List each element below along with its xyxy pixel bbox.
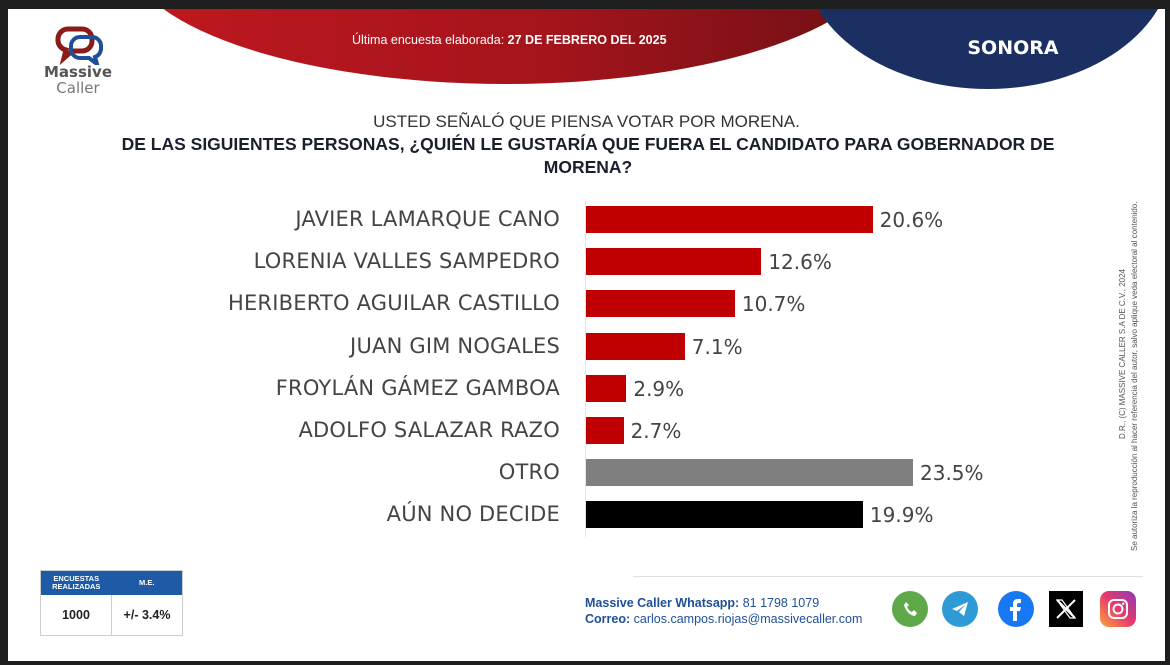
survey-date-line: Última encuesta elaborada: 27 DE FEBRERO… <box>352 33 667 47</box>
value-label: 20.6% <box>879 208 944 232</box>
category-label: AÚN NO DECIDE <box>386 502 560 527</box>
email-address[interactable]: carlos.campos.riojas@massivecaller.com <box>633 612 863 626</box>
reproduction-notice: Se autoriza la reproducción al hacer ref… <box>1130 201 1139 551</box>
value-label: 10.7% <box>741 292 806 317</box>
category-label: ADOLFO SALAZAR RAZO <box>298 418 560 442</box>
telegram-icon[interactable] <box>942 591 978 627</box>
category-label: FROYLÁN GÁMEZ GAMBOA <box>275 375 560 400</box>
bar-chart: JAVIER LAMARQUE CANO 20.6% LORENIA VALLES … <box>8 9 1165 661</box>
x-icon[interactable] <box>1049 591 1083 627</box>
survey-date: 27 DE FEBRERO DEL 2025 <box>507 33 667 47</box>
bar <box>586 332 685 360</box>
category-axis-line <box>585 201 586 537</box>
surveys-header: ENCUESTAS REALIZADAS <box>52 574 101 591</box>
value-label: 2.9% <box>633 376 685 401</box>
surveys-value: 1000 <box>41 595 112 635</box>
margin-error-header: M.E. <box>139 578 155 587</box>
bar <box>586 248 762 276</box>
logo-word-caller: Caller <box>56 79 100 97</box>
bar <box>586 459 913 487</box>
value-label: 7.1% <box>691 334 743 359</box>
contact-info: Massive Caller Whatsapp: 81 1798 1079 Co… <box>585 595 862 627</box>
whatsapp-number[interactable]: 81 1798 1079 <box>742 596 820 610</box>
category-label: HERIBERTO AGUILAR CASTILLO <box>227 291 560 316</box>
survey-stats-table: ENCUESTAS REALIZADAS M.E. 1000 +/- 3.4% <box>40 570 183 636</box>
value-label: 12.6% <box>768 250 832 275</box>
bar <box>586 206 873 233</box>
massive-caller-logo: Massive Caller <box>38 23 118 113</box>
survey-date-prefix: Última encuesta elaborada: <box>352 33 505 47</box>
category-label: JUAN GIM NOGALES <box>350 333 560 358</box>
category-label: JAVIER LAMARQUE CANO <box>295 207 560 231</box>
bar <box>586 374 627 402</box>
value-label: 19.9% <box>869 503 934 528</box>
logo-word-massive: Massive <box>44 63 112 81</box>
region-label: SONORA <box>967 37 1059 59</box>
chart-title: DE LAS SIGUIENTES PERSONAS, ¿QUIÉN LE GU… <box>121 134 1055 177</box>
value-label: 23.5% <box>920 461 984 486</box>
bar <box>586 501 863 529</box>
facebook-icon[interactable] <box>998 591 1034 627</box>
whatsapp-icon[interactable] <box>892 591 928 627</box>
email-label: Correo: <box>585 612 631 626</box>
category-label: OTRO <box>498 460 560 485</box>
speech-bubbles-icon <box>55 26 103 70</box>
bar <box>586 417 624 444</box>
category-label: LORENIA VALLES SAMPEDRO <box>253 249 560 274</box>
copyright-line: D.R., (C) MASSIVE CALLER S.A DE C.V., 20… <box>1118 269 1127 439</box>
poll-slide: Última encuesta elaborada: 27 DE FEBRERO… <box>8 9 1165 661</box>
instagram-icon[interactable] <box>1100 591 1136 627</box>
whatsapp-label: Massive Caller Whatsapp: <box>585 596 740 610</box>
bar <box>586 290 735 318</box>
footer-divider <box>633 576 1143 577</box>
margin-error-value: +/- 3.4% <box>123 608 171 622</box>
chart-subtitle: USTED SEÑALÓ QUE PIENSA VOTAR POR MORENA… <box>373 112 800 131</box>
value-label: 2.7% <box>630 419 682 443</box>
copyright-note: D.R., (C) MASSIVE CALLER S.A DE C.V., 20… <box>1108 149 1148 551</box>
